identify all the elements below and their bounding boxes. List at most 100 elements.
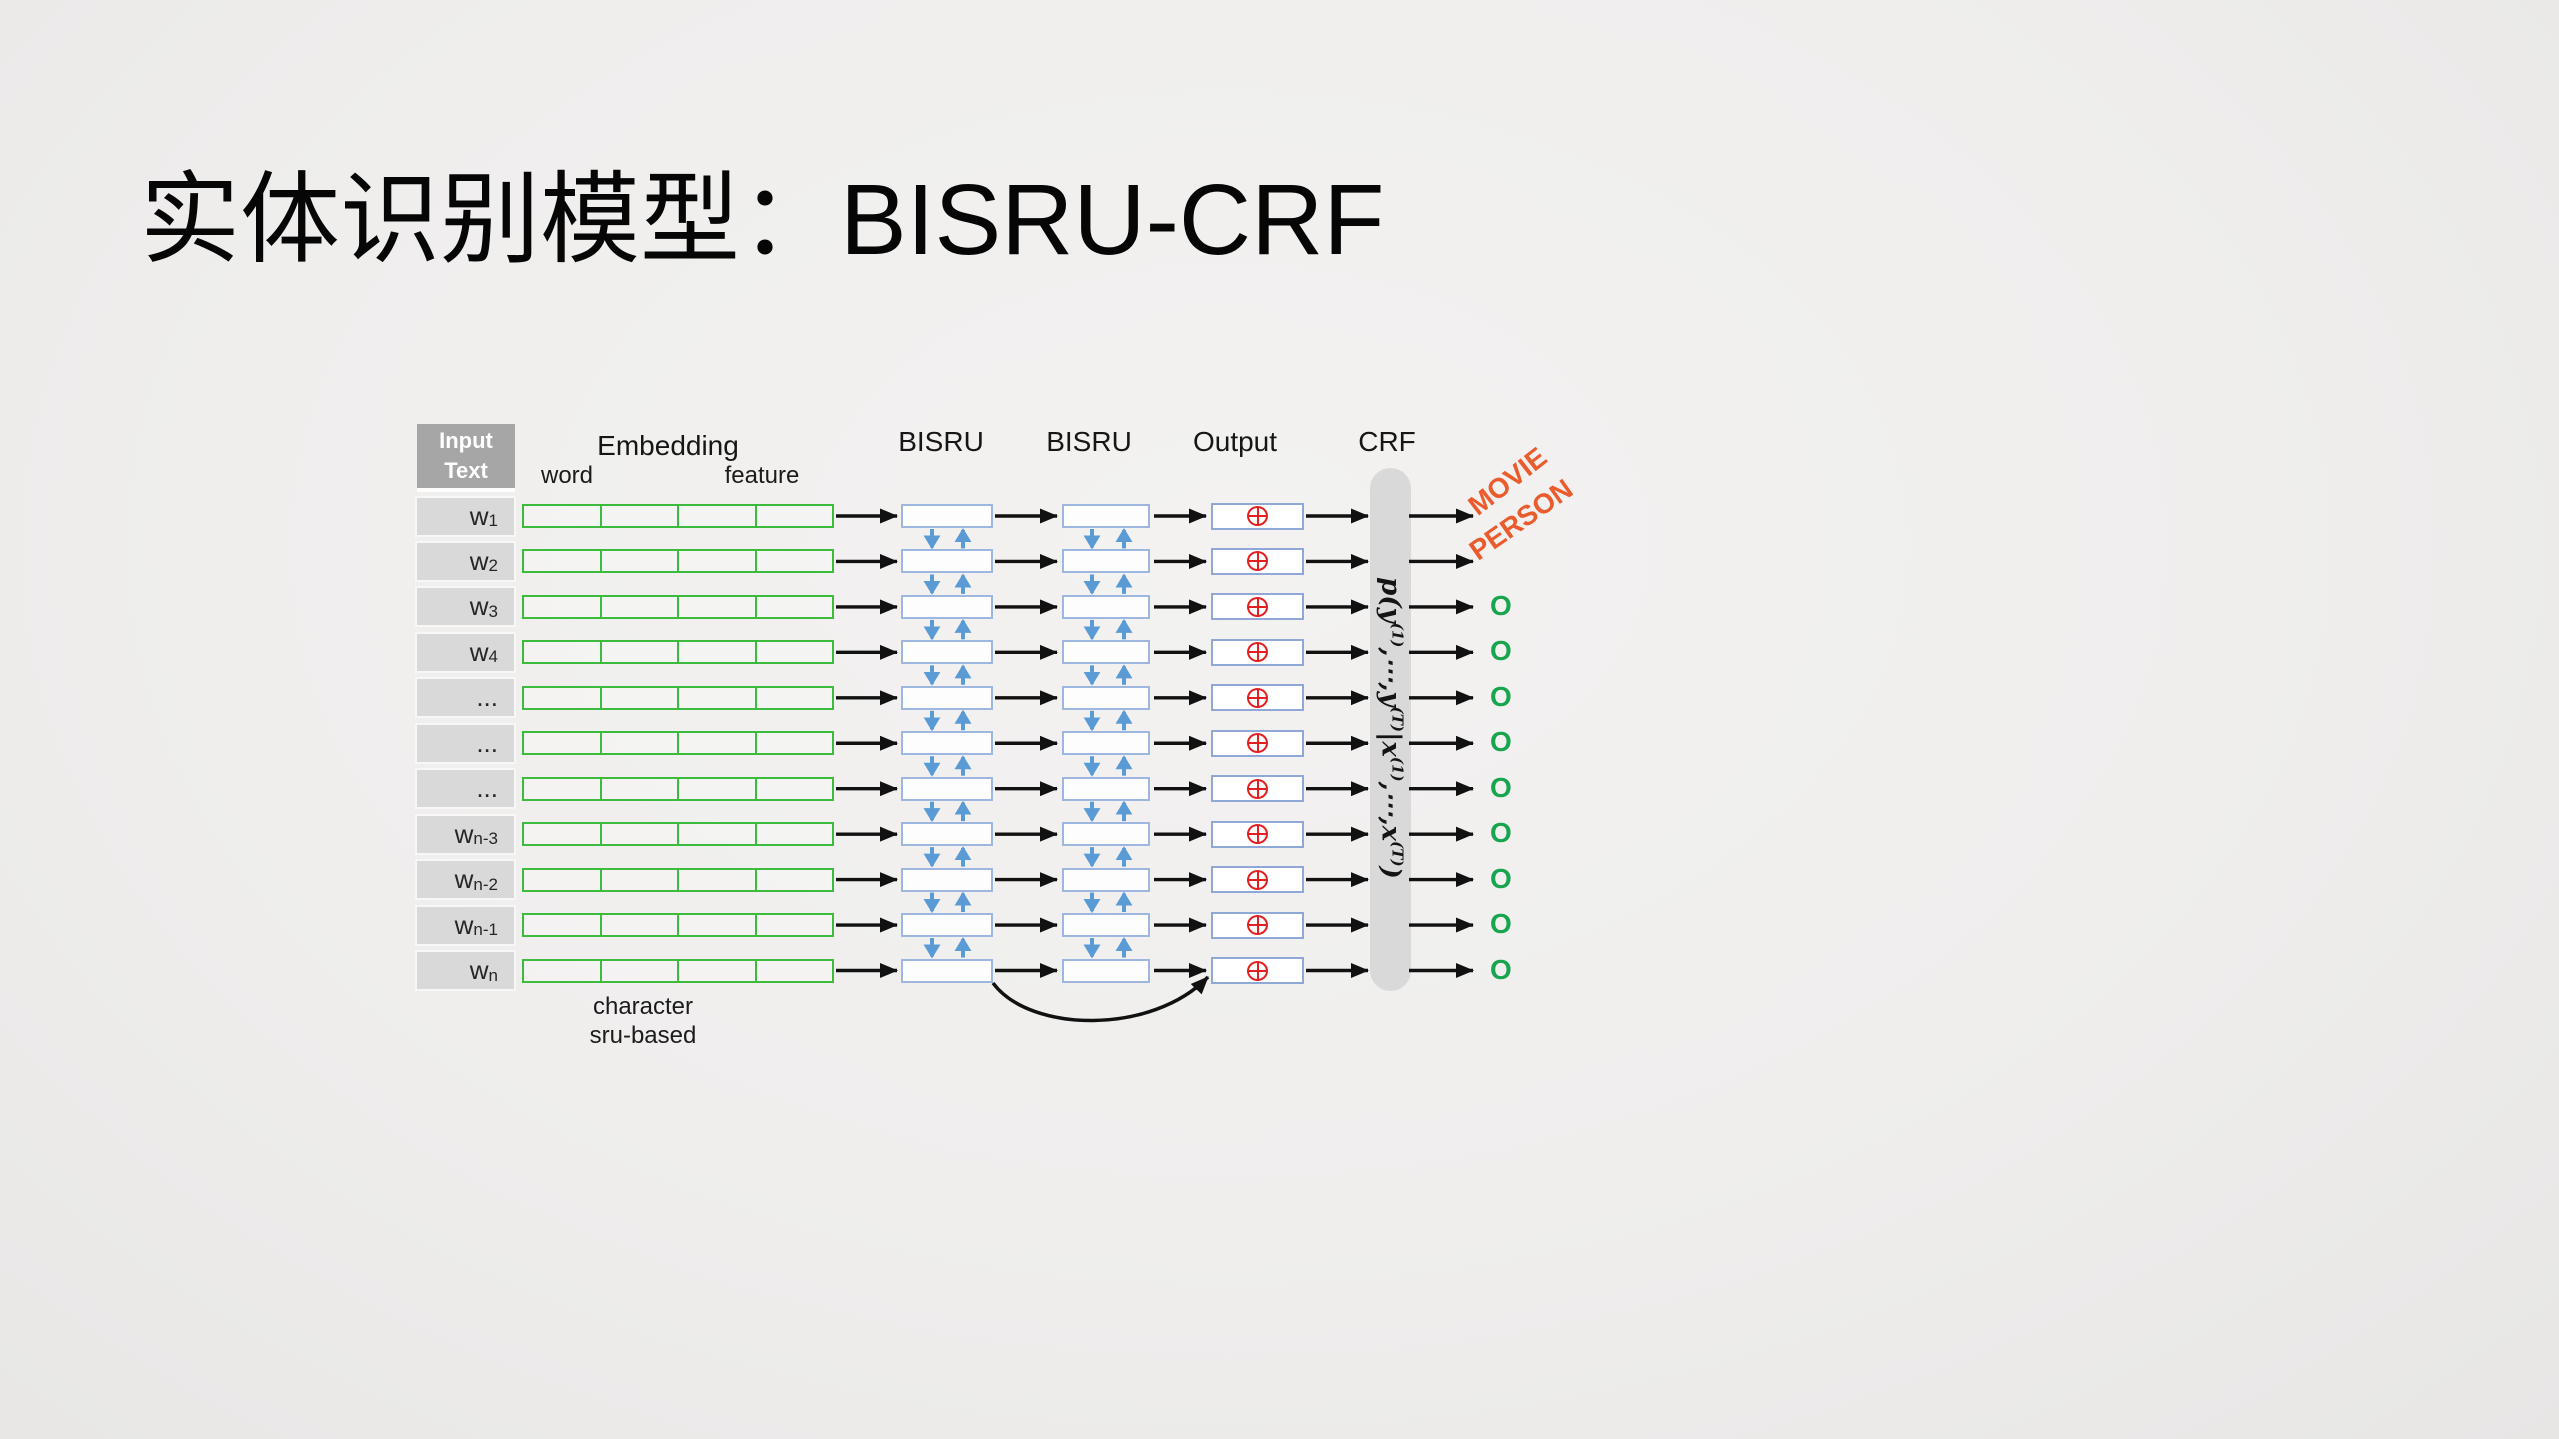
- embedding-cell: [754, 731, 834, 756]
- oplus-icon: [1247, 733, 1268, 754]
- output-tag-o: O: [1490, 817, 1512, 849]
- embedding-cell: [677, 640, 755, 665]
- crf-header: CRF: [1358, 426, 1416, 457]
- formula-superscript: (T): [1388, 841, 1407, 867]
- embedding-cell: [677, 776, 755, 801]
- embedding-cell: [599, 822, 677, 847]
- bisru2-cell: [1062, 867, 1150, 892]
- oplus-icon: [1247, 915, 1268, 936]
- bisru2-cell: [1062, 549, 1150, 574]
- embedding-grid: [522, 504, 834, 528]
- formula-text: p(y: [1375, 577, 1406, 623]
- bisru2-cell: [1062, 594, 1150, 619]
- bisru1-cell: [901, 867, 993, 892]
- formula-superscript: (1): [1388, 622, 1407, 648]
- embedding-cell: [599, 685, 677, 710]
- bisru1-cell: [901, 504, 993, 528]
- formula-text: ,⋯,y: [1375, 647, 1406, 707]
- bisru2-cell: [1062, 731, 1150, 756]
- formula-text: ,⋯,x: [1375, 781, 1406, 842]
- embedding-cell: [599, 958, 677, 983]
- output-tag-o: O: [1490, 771, 1512, 803]
- embedding-cell: [522, 867, 600, 892]
- bisru2-cell: [1062, 958, 1150, 983]
- embedding-grid: [522, 731, 834, 756]
- input-token-n-2: w n-2: [417, 861, 514, 899]
- embedding-cell: [754, 776, 834, 801]
- embedding-cell: [522, 913, 600, 938]
- embedding-grid: [522, 549, 834, 574]
- oplus-icon: [1247, 960, 1268, 981]
- output-cell: [1211, 502, 1304, 530]
- embedding-cell: [677, 594, 755, 619]
- embedding-cell: [522, 822, 600, 847]
- output-cell: [1211, 775, 1304, 803]
- output-tag-o: O: [1490, 953, 1512, 985]
- embedding-cell: [754, 594, 834, 619]
- bisru1-cell: [901, 822, 993, 847]
- embedding-cell: [754, 640, 834, 665]
- embedding-cell: [677, 549, 755, 574]
- output-tag-o: O: [1490, 908, 1512, 940]
- oplus-icon: [1247, 551, 1268, 572]
- bisru2-cell: [1062, 776, 1150, 801]
- oplus-icon: [1247, 869, 1268, 890]
- embedding-cell: [522, 549, 600, 574]
- slide-title: 实体识别模型：BISRU-CRF: [140, 164, 1385, 276]
- embedding-cell: [677, 822, 755, 847]
- input-text-header: Input Text: [417, 424, 515, 492]
- bisru2-cell: [1062, 504, 1150, 528]
- embedding-cell: [599, 504, 677, 528]
- embedding-grid: [522, 685, 834, 710]
- note-line2: sru-based: [589, 1022, 697, 1050]
- bisru2-cell: [1062, 913, 1150, 938]
- embedding-cell: [677, 913, 755, 938]
- embedding-grid: [522, 958, 834, 983]
- embedding-cell: [599, 640, 677, 665]
- output-cell: [1211, 957, 1304, 984]
- output-cell: [1211, 866, 1304, 894]
- embedding-note: character sru-based: [523, 992, 763, 1051]
- oplus-icon: [1247, 596, 1268, 617]
- embedding-cell: [522, 640, 600, 665]
- embedding-cell: [522, 685, 600, 710]
- bisru1-cell: [901, 958, 993, 983]
- crf-formula: p(y(1),⋯,y(T)|x(1),⋯,x(T)): [1376, 577, 1407, 879]
- bisru2-cell: [1062, 685, 1150, 710]
- output-cell: [1211, 547, 1304, 575]
- formula-superscript: (T): [1388, 706, 1407, 732]
- embedding-header: Embedding: [597, 430, 739, 461]
- output-cell: [1211, 684, 1304, 712]
- embedding-cell: [599, 549, 677, 574]
- bisru2-header: BISRU: [1046, 426, 1132, 457]
- output-tag-o: O: [1490, 680, 1512, 712]
- embedding-cell: [599, 867, 677, 892]
- formula-text: ): [1375, 866, 1406, 879]
- bisru2-cell: [1062, 640, 1150, 665]
- embedding-cell: [754, 822, 834, 847]
- embedding-cell: [677, 504, 755, 528]
- embedding-cell: [522, 731, 600, 756]
- embedding-cell: [754, 549, 834, 574]
- input-token-n-3: w n-3: [417, 815, 514, 853]
- embedding-grid: [522, 867, 834, 892]
- word-label: word: [540, 462, 594, 489]
- bisru1-header: BISRU: [898, 426, 984, 457]
- bisru1-cell: [901, 913, 993, 938]
- output-cell: [1211, 638, 1304, 666]
- embedding-grid: [522, 640, 834, 665]
- output-header: Output: [1192, 426, 1278, 457]
- embedding-cell: [522, 504, 600, 528]
- embedding-cell: [677, 685, 755, 710]
- output-tag-o: O: [1490, 635, 1512, 667]
- output-cell: [1211, 820, 1304, 848]
- oplus-icon: [1247, 642, 1268, 663]
- bisru2-cell: [1062, 822, 1150, 847]
- input-header-line2: Text: [444, 458, 488, 483]
- embedding-grid: [522, 822, 834, 847]
